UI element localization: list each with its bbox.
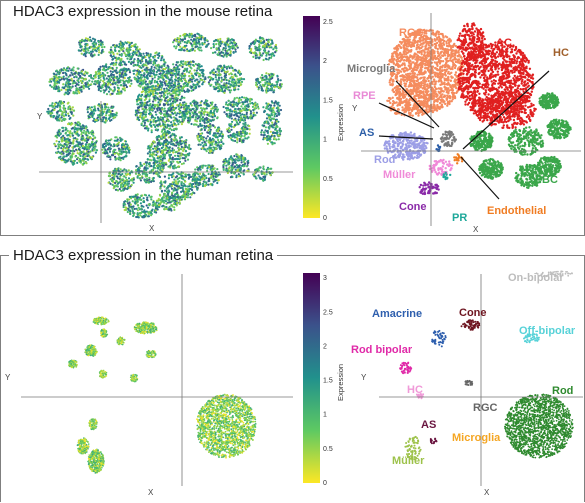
human-type-y-label: Y (361, 373, 367, 382)
mouse-type-x-label: X (473, 225, 479, 234)
colorbar-tick-label: 3 (323, 275, 327, 282)
colorbar-tick-label: 1 (323, 137, 327, 144)
label-hc-human: HC (407, 384, 423, 396)
human-plots-svg: Y X 0 0.5 1 1.5 2 2.5 3 Expression Y X On-bipo… (1, 256, 585, 503)
colorbar-tick-label: 2 (323, 343, 327, 350)
mouse-type-y-label: Y (352, 104, 358, 113)
label-muller: Müller (383, 169, 416, 181)
human-colorbar-ramp (303, 273, 320, 483)
label-amacrine: Amacrine (372, 308, 422, 320)
mouse-expression-scatter (46, 33, 283, 219)
label-bc: BC (542, 174, 558, 186)
colorbar-tick-label: 0 (323, 215, 327, 222)
mouse-colorbar-ramp (303, 16, 320, 218)
label-hc: HC (553, 47, 569, 59)
label-off-bipolar: Off-bipolar (519, 325, 576, 337)
colorbar-tick-label: 2.5 (323, 309, 333, 316)
label-microglia-human: Microglia (452, 432, 501, 444)
human-retina-panel: HDAC3 expression in the human retina Y X… (0, 255, 585, 502)
colorbar-tick-label: 0.5 (323, 446, 333, 453)
colorbar-tick-label: 1 (323, 412, 327, 419)
label-as-human: AS (421, 419, 436, 431)
label-rod-bipolar: Rod bipolar (351, 344, 413, 356)
colorbar-tick-label: 2 (323, 58, 327, 65)
colorbar-tick-label: 1.5 (323, 378, 333, 385)
colorbar-tick-label: 0 (323, 480, 327, 487)
label-as: AS (359, 127, 374, 139)
label-rpe: RPE (353, 90, 376, 102)
colorbar-tick-label: 2.5 (323, 19, 333, 26)
mouse-plots-svg: Y X 0 0.5 1 1.5 2 2.5 Expression Y X (1, 1, 585, 237)
human-expr-y-label: Y (5, 373, 11, 382)
mouse-retina-panel: HDAC3 expression in the mouse retina Y X… (0, 0, 585, 236)
label-on-bipolar: On-bipolar (508, 272, 564, 284)
human-colorbar-title: Expression (336, 364, 345, 401)
colorbar-tick-label: 1.5 (323, 97, 333, 104)
human-expression-scatter (68, 316, 257, 473)
label-muller-human: Müller (392, 455, 425, 467)
label-cone-human: Cone (459, 307, 487, 319)
label-rod: Rod (374, 154, 395, 166)
human-colorbar: 0 0.5 1 1.5 2 2.5 3 Expression (303, 273, 345, 487)
label-rgc: RGC (399, 27, 424, 39)
label-rgc-human: RGC (473, 402, 498, 414)
mouse-expr-x-label: X (149, 224, 155, 233)
label-ac: AC (496, 37, 512, 49)
label-cone: Cone (399, 201, 427, 213)
mouse-colorbar: 0 0.5 1 1.5 2 2.5 Expression (303, 16, 345, 222)
mouse-expr-y-label: Y (37, 112, 43, 121)
label-rod-human: Rod (552, 385, 573, 397)
label-pr: PR (452, 212, 467, 224)
mouse-colorbar-title: Expression (336, 104, 345, 141)
label-microglia: Microglia (347, 63, 396, 75)
colorbar-tick-label: 0.5 (323, 176, 333, 183)
label-endothelial: Endothelial (487, 205, 546, 217)
human-type-x-label: X (484, 488, 490, 497)
human-expr-x-label: X (148, 488, 154, 497)
